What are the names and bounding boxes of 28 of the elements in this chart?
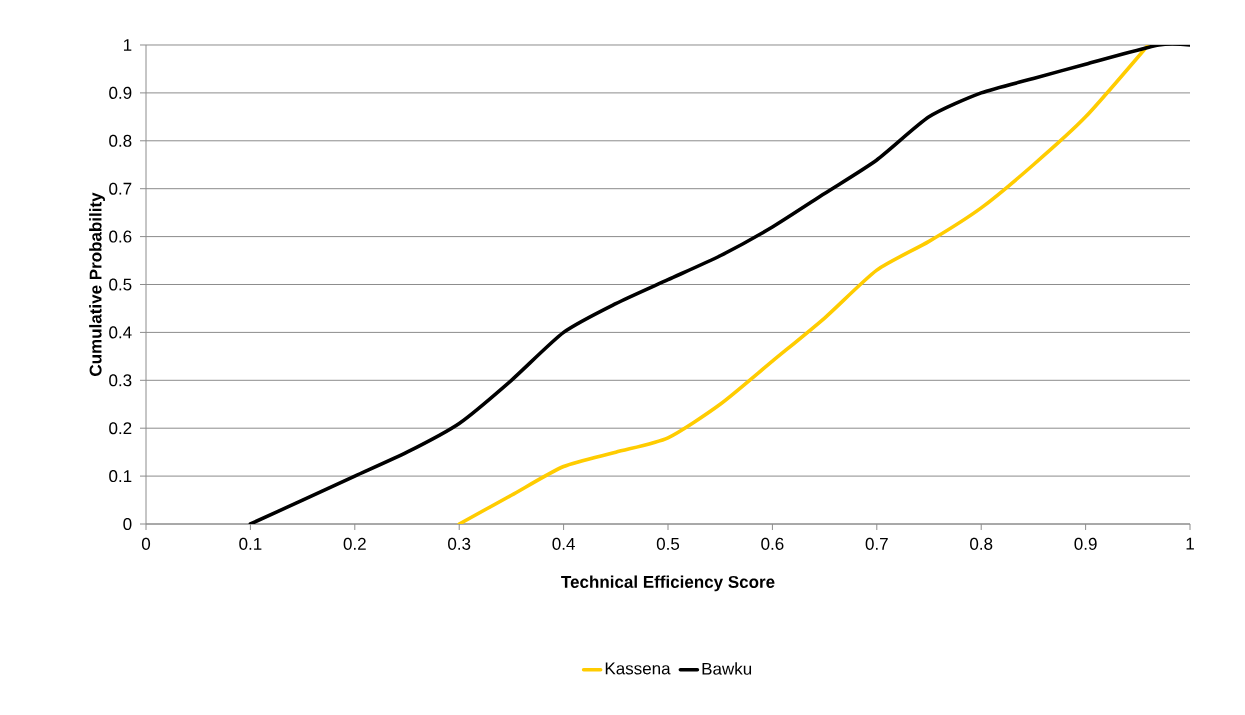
x-tick-label: 0.9 (1074, 537, 1097, 550)
x-tick-label: 0.2 (343, 537, 366, 550)
x-tick-label: 0.6 (761, 537, 784, 550)
legend-label: Kassena (605, 662, 671, 675)
y-tick-label: 0.7 (109, 182, 132, 195)
y-tick-label: 0.4 (109, 326, 132, 339)
y-tick-label: 0.2 (109, 422, 132, 435)
line-series (457, 44, 1151, 524)
y-tick-label: 0 (123, 517, 132, 531)
y-tick-label: 0.1 (109, 470, 132, 483)
x-axis-title: Technical Efficiency Score (561, 575, 775, 592)
x-tick-label: 0 (141, 537, 151, 550)
y-tick-label: 0.3 (109, 374, 132, 387)
y-tick-label: 0.5 (109, 278, 132, 291)
x-tick-label: 0.8 (970, 537, 993, 550)
x-tick-label: 0.4 (552, 537, 575, 550)
y-tick-label: 0.9 (109, 86, 132, 99)
y-tick-label: 0.8 (109, 134, 132, 147)
x-tick-label: 0.5 (656, 537, 680, 550)
y-axis-title: Cumulative Probability (89, 192, 105, 376)
x-tick-label: 1 (1186, 537, 1194, 550)
y-tick-label: 0.6 (109, 230, 132, 243)
x-tick-label: 0.7 (865, 537, 888, 550)
x-tick-label: 0.3 (448, 537, 471, 550)
line-series (248, 44, 1191, 524)
y-tick-label: 1 (123, 39, 132, 51)
x-tick-label: 0.1 (239, 537, 262, 550)
legend-label: Bawku (702, 662, 752, 675)
